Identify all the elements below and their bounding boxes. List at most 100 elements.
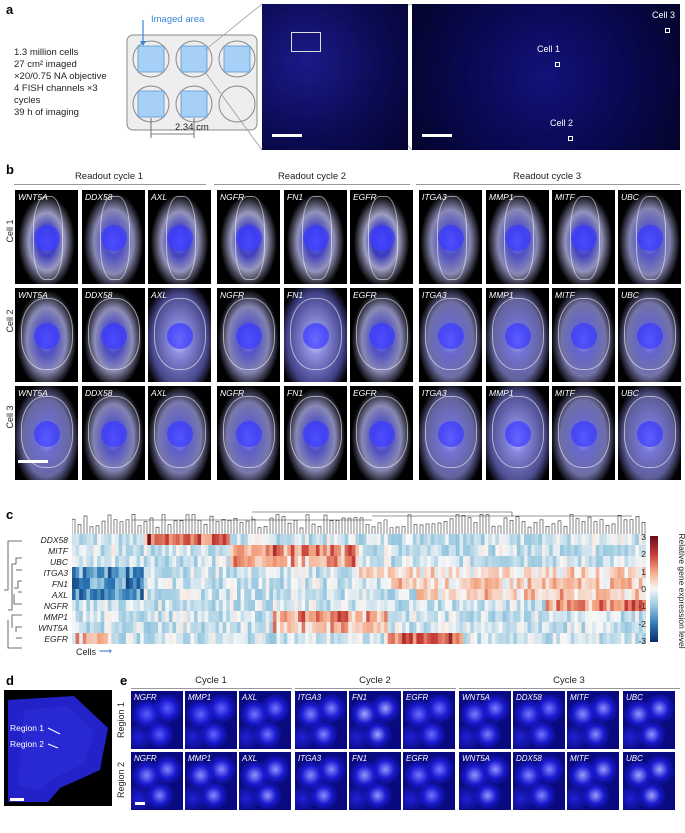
heatmap-cell: [269, 622, 274, 633]
heatmap-cell: [416, 611, 421, 622]
heatmap-cell: [538, 622, 543, 633]
heatmap-cell: [628, 622, 633, 633]
heatmap-cell: [72, 534, 76, 545]
heatmap-cell: [559, 611, 564, 622]
heatmap-cell: [290, 633, 295, 644]
heatmap-cell: [294, 622, 299, 633]
heatmap-cell: [93, 556, 98, 567]
region-image-tile: ITGA3: [295, 691, 347, 749]
heatmap-cell: [326, 578, 331, 589]
cell-image-tile: MITF: [552, 190, 615, 284]
heatmap-cell: [567, 600, 572, 611]
heatmap-cell: [595, 622, 600, 633]
heatmap-gene-label: MITF: [48, 546, 68, 556]
heatmap-cell: [154, 534, 159, 545]
heatmap-cell: [247, 633, 252, 644]
heatmap-cell: [402, 545, 407, 556]
heatmap-cell: [269, 633, 274, 644]
readout-cycle-1-header: Readout cycle 1: [74, 171, 144, 182]
heatmap-cell: [107, 622, 112, 633]
cell-image-tile: UBC: [618, 386, 681, 480]
heatmap-cell: [577, 545, 582, 556]
heatmap-cell: [172, 534, 177, 545]
heatmap-cell: [437, 622, 442, 633]
heatmap-cell: [89, 545, 94, 556]
heatmap-cell: [132, 611, 137, 622]
well-overview-image: [262, 4, 408, 150]
heatmap-cell: [463, 633, 468, 644]
heatmap-cell: [254, 611, 259, 622]
cycle-1-divider: [14, 184, 206, 185]
heatmap-cell: [79, 622, 84, 633]
heatmap-cell: [136, 534, 141, 545]
heatmap-cell: [204, 600, 209, 611]
heatmap-cell: [574, 622, 579, 633]
heatmap-cell: [409, 600, 414, 611]
heatmap-cell: [498, 534, 503, 545]
heatmap-cell: [111, 600, 116, 611]
heatmap-cell: [82, 611, 87, 622]
heatmap-cell: [154, 622, 159, 633]
heatmap-cell: [635, 545, 640, 556]
heatmap-cell: [577, 534, 582, 545]
heatmap-cell: [470, 578, 475, 589]
heatmap-cell: [183, 545, 188, 556]
heatmap-cell: [89, 556, 94, 567]
heatmap-cell: [635, 589, 640, 600]
heatmap-cell: [147, 611, 152, 622]
heatmap-cell: [635, 556, 640, 567]
heatmap-cell: [147, 556, 152, 567]
heatmap-cell: [348, 545, 353, 556]
heatmap-cell: [570, 578, 575, 589]
heatmap-cell: [294, 633, 299, 644]
heatmap-cell: [463, 578, 468, 589]
heatmap-cell: [75, 622, 80, 633]
heatmap-cell: [122, 622, 127, 633]
heatmap-cell: [319, 600, 324, 611]
heatmap-cell: [265, 589, 270, 600]
heatmap-cell: [423, 545, 428, 556]
heatmap-gene-label: WNT5A: [38, 623, 68, 633]
heatmap-cell: [394, 600, 399, 611]
heatmap-cell: [463, 600, 468, 611]
heatmap-cell: [125, 567, 130, 578]
heatmap-cell: [520, 545, 525, 556]
heatmap-cell: [193, 534, 198, 545]
heatmap-cell: [168, 534, 173, 545]
heatmap-cell: [222, 556, 227, 567]
heatmap-cell: [491, 600, 496, 611]
heatmap-cell: [531, 545, 536, 556]
heatmap-cell: [305, 578, 310, 589]
heatmap-cell: [567, 633, 572, 644]
heatmap-cell: [534, 545, 539, 556]
heatmap-cell: [577, 556, 582, 567]
cell-2-label: Cell 2: [550, 118, 574, 128]
heatmap-cell: [233, 567, 238, 578]
heatmap-cell: [294, 600, 299, 611]
heatmap-cell: [642, 600, 646, 611]
heatmap-cell: [351, 556, 356, 567]
heatmap-cell: [337, 622, 342, 633]
heatmap-cell: [599, 611, 604, 622]
heatmap-cell: [563, 578, 568, 589]
heatmap-cell: [355, 556, 360, 567]
heatmap-cell: [333, 611, 338, 622]
heatmap-cell: [132, 622, 137, 633]
heatmap-cell: [445, 589, 450, 600]
heatmap-cell: [208, 534, 213, 545]
heatmap-cell: [459, 578, 464, 589]
heatmap-cell: [581, 578, 586, 589]
heatmap-cell: [140, 622, 145, 633]
heatmap-cell: [147, 534, 152, 545]
heatmap-cell: [72, 567, 76, 578]
cell-image-tile: DDX58: [82, 190, 145, 284]
heatmap-cell: [97, 578, 102, 589]
heatmap-cell: [610, 600, 615, 611]
gene-label: FN1: [352, 693, 368, 702]
gene-label: MITF: [555, 388, 575, 398]
heatmap-cell: [502, 556, 507, 567]
heatmap-cell: [642, 633, 646, 644]
heatmap-cell: [394, 567, 399, 578]
cell-outline: [437, 196, 467, 280]
heatmap-cell: [308, 567, 313, 578]
